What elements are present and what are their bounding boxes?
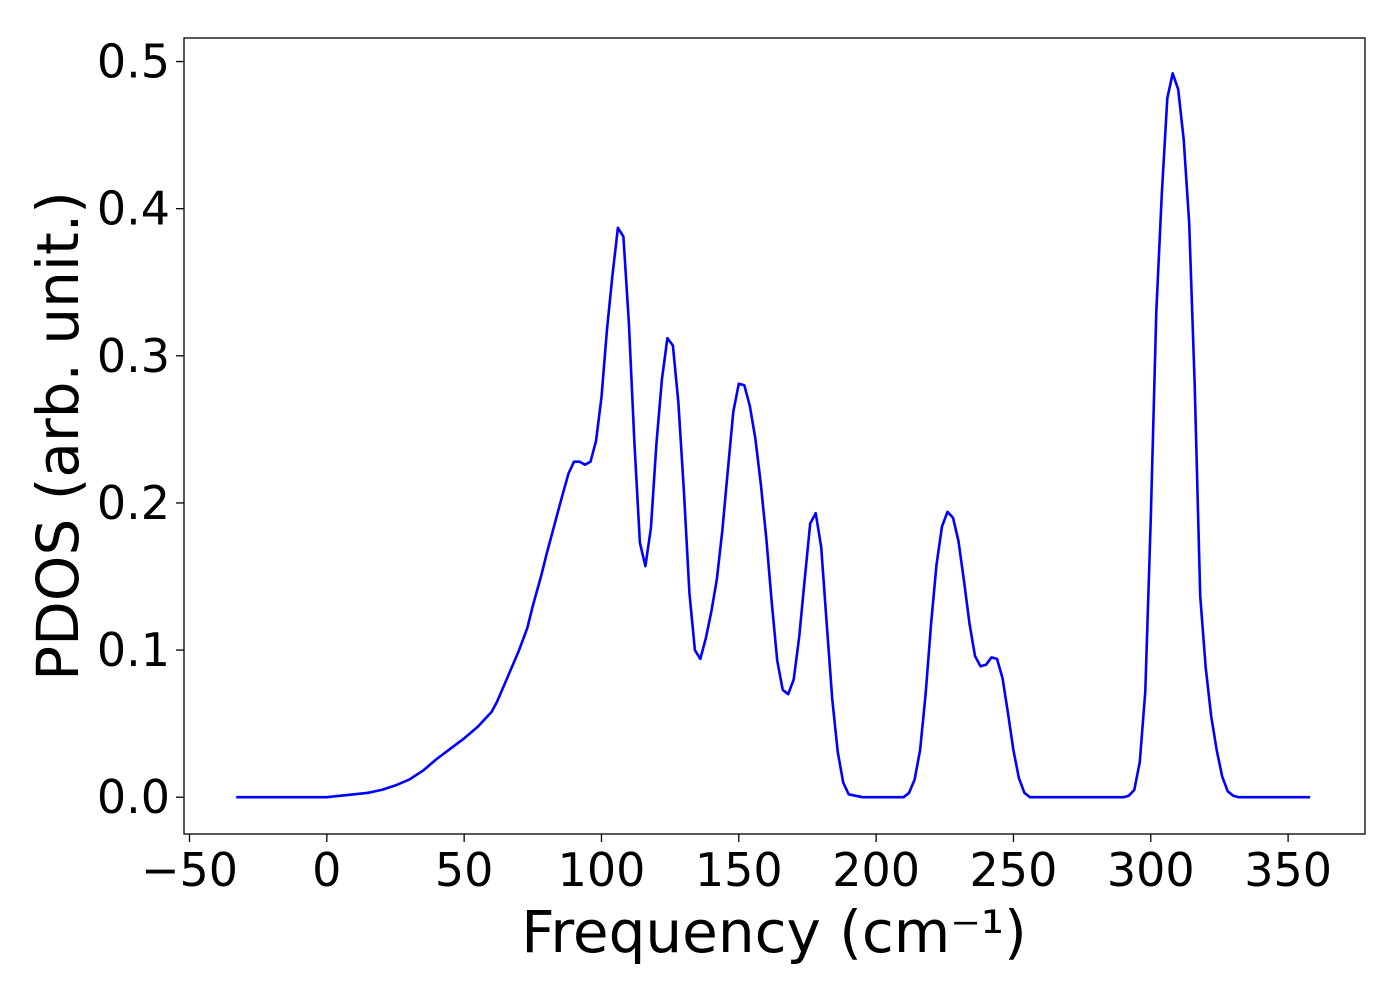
x-tick-label: 200 <box>832 843 920 897</box>
x-axis-label: Frequency (cm⁻¹) <box>521 898 1027 966</box>
x-tick-label: 0 <box>312 843 341 897</box>
x-tick-label: 250 <box>970 843 1058 897</box>
x-tick-label: 150 <box>695 843 783 897</box>
y-axis-label: PDOS (arb. unit.) <box>24 191 92 681</box>
y-tick-label: 0.4 <box>97 182 170 236</box>
series-layer <box>236 72 1311 799</box>
x-tick-label: 300 <box>1107 843 1195 897</box>
x-axis-ticks: −50 0 50 100 150 200 250 300 350 <box>141 834 1332 897</box>
y-tick-label: 0.3 <box>97 329 170 383</box>
x-tick-label: 50 <box>435 843 494 897</box>
y-tick-label: 0.5 <box>97 35 170 89</box>
y-tick-label: 0.1 <box>97 623 170 677</box>
x-tick-label: −50 <box>141 843 238 897</box>
x-tick-label: 100 <box>558 843 646 897</box>
x-tick-label: 350 <box>1244 843 1332 897</box>
y-tick-label: 0.0 <box>97 770 170 824</box>
y-tick-label: 0.2 <box>97 476 170 530</box>
y-axis-ticks: 0.0 0.1 0.2 0.3 0.4 0.5 <box>97 35 184 824</box>
plot-frame <box>183 37 1366 835</box>
pdos-line <box>236 72 1311 799</box>
plot-area <box>184 38 1365 834</box>
